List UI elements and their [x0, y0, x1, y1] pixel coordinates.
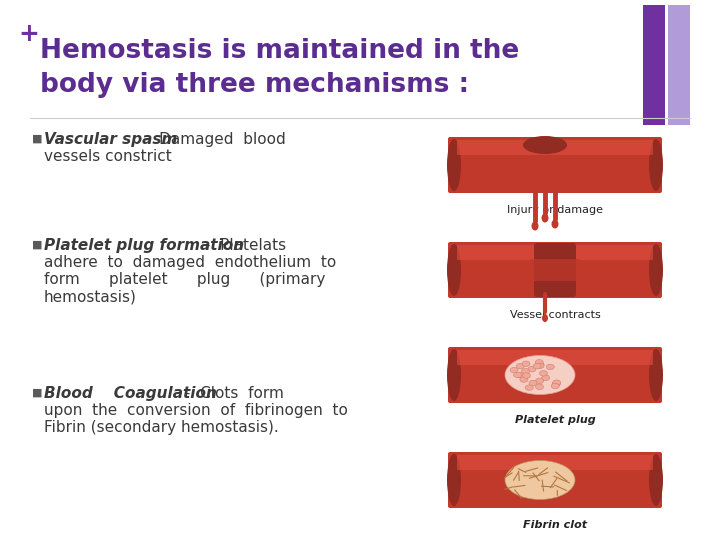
Ellipse shape — [523, 136, 567, 154]
Ellipse shape — [529, 380, 537, 386]
FancyBboxPatch shape — [668, 5, 690, 125]
Text: Fibrin (secondary hemostasis).: Fibrin (secondary hemostasis). — [44, 420, 279, 435]
Text: Vascular spasm: Vascular spasm — [44, 132, 177, 147]
Ellipse shape — [517, 373, 525, 378]
Ellipse shape — [505, 355, 575, 395]
Text: Injury or damage: Injury or damage — [507, 205, 603, 215]
Text: ■: ■ — [32, 134, 42, 144]
Text: +: + — [18, 22, 39, 46]
Ellipse shape — [531, 221, 539, 231]
Ellipse shape — [522, 361, 530, 367]
Ellipse shape — [520, 377, 528, 382]
Text: Hemostasis is maintained in the: Hemostasis is maintained in the — [40, 38, 519, 64]
Ellipse shape — [533, 363, 541, 369]
Ellipse shape — [522, 373, 530, 379]
Text: Vessel contracts: Vessel contracts — [510, 310, 600, 320]
Ellipse shape — [536, 384, 544, 389]
Text: Platelet plug formation: Platelet plug formation — [44, 238, 244, 253]
Ellipse shape — [521, 368, 529, 374]
Text: Platelet plug: Platelet plug — [515, 415, 595, 425]
Ellipse shape — [513, 372, 521, 377]
Ellipse shape — [536, 362, 544, 368]
Ellipse shape — [447, 244, 461, 296]
Ellipse shape — [522, 373, 531, 379]
Text: vessels constrict: vessels constrict — [44, 149, 172, 164]
FancyBboxPatch shape — [457, 455, 653, 470]
Ellipse shape — [447, 349, 461, 401]
Ellipse shape — [539, 370, 547, 376]
Text: -  Damaged  blood: - Damaged blood — [139, 132, 286, 147]
Text: ■: ■ — [32, 388, 42, 398]
Ellipse shape — [649, 139, 663, 191]
Ellipse shape — [536, 378, 544, 383]
Ellipse shape — [542, 314, 548, 322]
Text: -  Platelats: - Platelats — [200, 238, 287, 253]
Text: upon  the  conversion  of  fibrinogen  to: upon the conversion of fibrinogen to — [44, 403, 348, 418]
FancyBboxPatch shape — [448, 347, 662, 403]
Text: ■: ■ — [32, 240, 42, 250]
FancyBboxPatch shape — [530, 259, 580, 281]
FancyBboxPatch shape — [643, 5, 665, 125]
Ellipse shape — [510, 367, 518, 373]
Ellipse shape — [552, 383, 559, 389]
Ellipse shape — [552, 219, 559, 228]
Ellipse shape — [535, 360, 544, 365]
Ellipse shape — [505, 461, 575, 500]
Ellipse shape — [528, 367, 536, 372]
Ellipse shape — [541, 213, 549, 222]
Text: Fibrin clot: Fibrin clot — [523, 520, 587, 530]
Ellipse shape — [541, 375, 549, 381]
Text: form      platelet      plug      (primary: form platelet plug (primary — [44, 272, 325, 287]
FancyBboxPatch shape — [457, 245, 653, 260]
Ellipse shape — [552, 381, 560, 387]
Ellipse shape — [536, 363, 544, 368]
Ellipse shape — [447, 454, 461, 506]
Ellipse shape — [546, 364, 554, 370]
Ellipse shape — [649, 244, 663, 296]
FancyBboxPatch shape — [457, 350, 653, 365]
FancyBboxPatch shape — [457, 140, 653, 155]
Text: Blood    Coagulation: Blood Coagulation — [44, 386, 217, 401]
FancyBboxPatch shape — [534, 243, 576, 297]
FancyBboxPatch shape — [448, 452, 662, 508]
Ellipse shape — [649, 454, 663, 506]
Text: adhere  to  damaged  endothelium  to: adhere to damaged endothelium to — [44, 255, 336, 270]
Ellipse shape — [516, 363, 524, 369]
Ellipse shape — [525, 385, 534, 390]
FancyBboxPatch shape — [448, 242, 662, 298]
Ellipse shape — [649, 349, 663, 401]
FancyBboxPatch shape — [448, 137, 662, 193]
Text: -  Clots  form: - Clots form — [180, 386, 284, 401]
Text: hemostasis): hemostasis) — [44, 289, 137, 304]
Ellipse shape — [553, 380, 561, 386]
Ellipse shape — [447, 139, 461, 191]
Text: body via three mechanisms :: body via three mechanisms : — [40, 72, 469, 98]
